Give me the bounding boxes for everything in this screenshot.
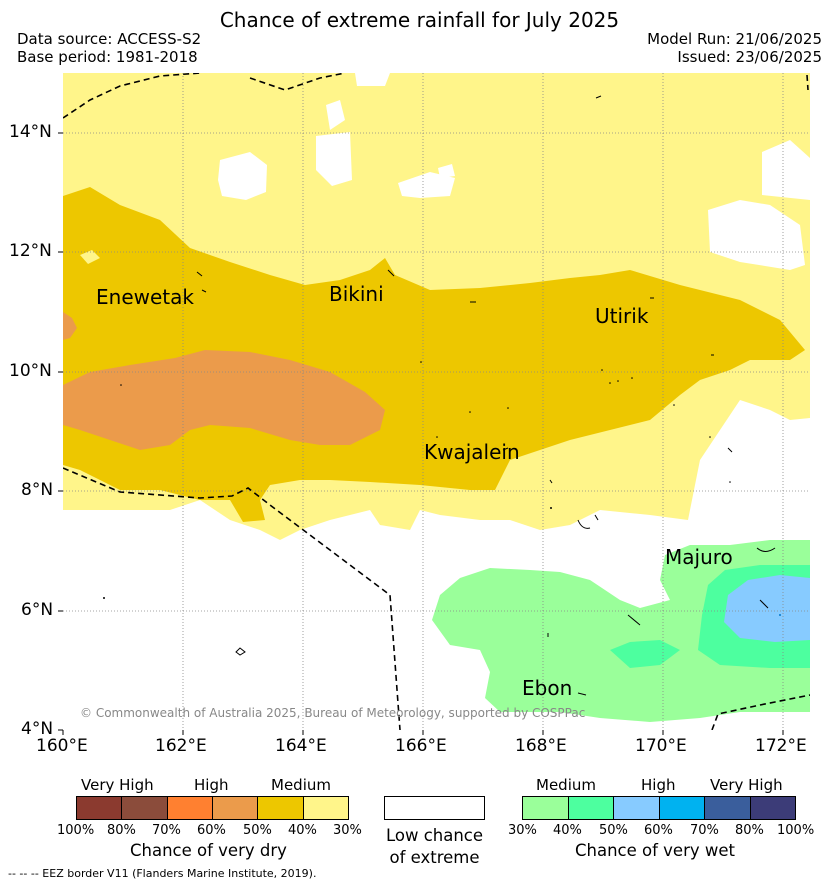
dry-swatch-70-80	[122, 797, 168, 819]
map-title: Chance of extreme rainfall for July 2025	[219, 8, 620, 32]
lon-label: 168°E	[515, 736, 567, 756]
lat-label: 4°N	[21, 719, 54, 739]
dry-category-medium: Medium	[271, 776, 331, 794]
map-fields	[63, 73, 810, 730]
low-chance-label-1: Low chance	[385, 826, 484, 845]
dry-tick: 60%	[197, 823, 226, 838]
lon-label: 166°E	[395, 736, 447, 756]
wet-40-50-region	[610, 640, 680, 668]
lon-label: 172°E	[755, 736, 807, 756]
place-label-enewetak: Enewetak	[96, 285, 194, 309]
dry-tick: 80%	[107, 823, 136, 838]
place-label-bikini: Bikini	[329, 282, 384, 306]
axis-ticks	[58, 132, 784, 735]
data-source-label: Data source: ACCESS-S2	[17, 30, 202, 48]
low-chance-swatch	[384, 796, 485, 820]
wet-category-very-high: Very High	[710, 776, 783, 794]
dry-tick: 50%	[243, 823, 272, 838]
wet-tick: 40%	[553, 823, 582, 838]
wet-tick: 80%	[735, 823, 764, 838]
dry-tick: 40%	[288, 823, 317, 838]
wet-tick: 70%	[690, 823, 719, 838]
lon-label: 164°E	[275, 736, 327, 756]
eez-footnote: -- -- -- EEZ border V11 (Flanders Marine…	[8, 867, 317, 880]
low-chance-area	[398, 172, 455, 198]
place-label-kwajalein: Kwajalein	[424, 440, 520, 464]
place-label-majuro: Majuro	[665, 545, 733, 569]
dry-tick: 100%	[57, 823, 95, 838]
dry-tick: 70%	[152, 823, 181, 838]
eez-border	[63, 73, 810, 730]
dry-legend-title: Chance of very dry	[130, 841, 287, 860]
lat-label: 10°N	[9, 361, 52, 381]
dry-tick: 30%	[333, 823, 362, 838]
wet-swatch-40-50	[568, 797, 614, 819]
wet-tick: 100%	[777, 823, 815, 838]
issued-label: Issued: 23/06/2025	[677, 48, 822, 66]
low-chance-label-2: of extreme	[389, 848, 480, 867]
lon-label: 170°E	[635, 736, 687, 756]
islands	[196, 95, 776, 696]
dry-swatch-40-50	[258, 797, 304, 819]
base-period-label: Base period: 1981-2018	[17, 48, 198, 66]
dry-swatch-80-100	[77, 797, 123, 819]
low-chance-area	[218, 152, 267, 200]
dry-50-60-region	[63, 312, 77, 340]
lat-label: 12°N	[9, 241, 52, 261]
low-chance-area	[316, 132, 352, 186]
wet-tick: 50%	[599, 823, 628, 838]
wet-swatch-30-40	[523, 797, 569, 819]
wet-swatch-50-60	[614, 797, 660, 819]
dry-swatch-30-40	[303, 797, 348, 819]
lat-label: 8°N	[21, 480, 54, 500]
copyright-notice: © Commonwealth of Australia 2025, Bureau…	[80, 706, 586, 720]
wet-colorbar	[522, 796, 796, 820]
wet-category-medium: Medium	[536, 776, 596, 794]
low-chance-area	[708, 200, 805, 270]
low-chance-area	[438, 164, 455, 178]
dry-50-60-region	[63, 350, 385, 450]
lat-label: 6°N	[21, 600, 54, 620]
dry-category-very-high: Very High	[81, 776, 154, 794]
wet-50-60-region	[724, 575, 810, 642]
wet-legend-title: Chance of very wet	[575, 841, 735, 860]
dry-category-high: High	[194, 776, 229, 794]
wet-swatch-70-80	[705, 797, 751, 819]
wet-category-high: High	[641, 776, 676, 794]
wet-swatch-60-70	[659, 797, 705, 819]
low-chance-area	[80, 250, 100, 264]
dry-40-50-region	[63, 187, 805, 522]
place-label-ebon: Ebon	[522, 676, 573, 700]
place-label-utirik: Utirik	[595, 304, 649, 328]
dry-swatch-60-70	[167, 797, 213, 819]
lon-label: 162°E	[155, 736, 207, 756]
wet-tick: 60%	[644, 823, 673, 838]
island-dots	[103, 361, 781, 616]
wet-tick: 30%	[508, 823, 537, 838]
model-run-label: Model Run: 21/06/2025	[647, 30, 822, 48]
low-chance-area	[326, 100, 345, 130]
lon-label: 160°E	[36, 736, 88, 756]
wet-swatch-80-100	[750, 797, 795, 819]
dry-colorbar	[76, 796, 349, 820]
lat-label: 14°N	[9, 122, 52, 142]
dry-swatch-50-60	[212, 797, 259, 819]
